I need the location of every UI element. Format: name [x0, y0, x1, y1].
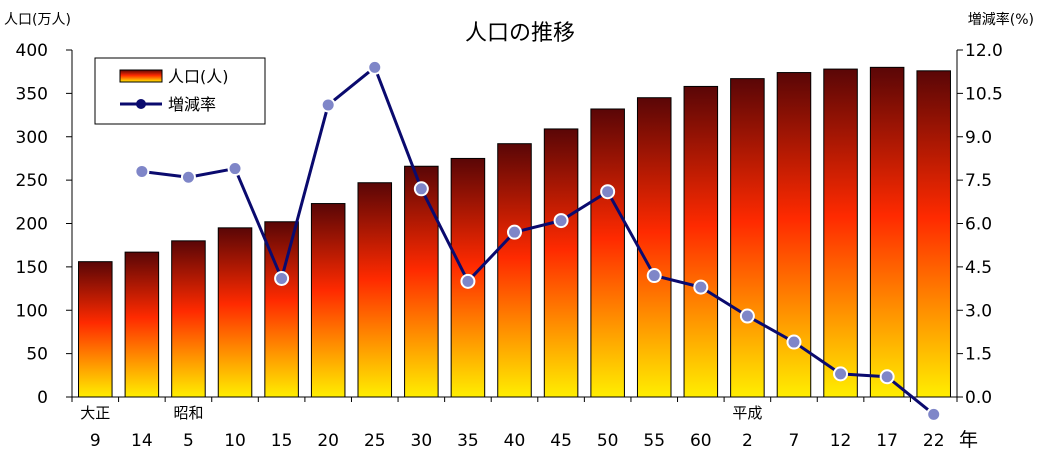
x-tick-label: 40 — [504, 431, 526, 451]
growth-rate-marker — [833, 366, 849, 382]
growth-rate-marker — [879, 369, 895, 385]
bar-series — [78, 66, 951, 398]
legend: 人口(人) 増減率 — [94, 57, 266, 125]
right-tick-label: 10.5 — [965, 84, 1003, 104]
x-tick-label: 14 — [131, 431, 153, 451]
x-tick-label: 10 — [224, 431, 246, 451]
population-bar — [823, 68, 858, 398]
left-tick-label: 0 — [37, 388, 48, 408]
chart-title: 人口の推移 — [465, 21, 575, 46]
right-tick-label: 12.0 — [965, 41, 1003, 61]
right-axis-label: 増減率(%) — [968, 11, 1034, 28]
left-tick-label: 50 — [26, 345, 48, 365]
x-tick-label: 50 — [597, 431, 619, 451]
x-tick-label: 25 — [364, 431, 386, 451]
population-bar — [357, 182, 393, 398]
legend-bar-swatch — [119, 69, 163, 83]
population-bar — [78, 261, 113, 398]
growth-rate-line — [141, 65, 935, 416]
population-bar — [404, 165, 439, 398]
x-tick-label: 17 — [876, 431, 898, 451]
population-bar — [171, 240, 206, 398]
right-tick-label: 0.0 — [965, 388, 992, 408]
left-tick-label: 100 — [16, 301, 48, 321]
population-bar — [543, 128, 579, 398]
era-label: 平成 — [732, 404, 762, 422]
tick-labels: 0501001502002503003504000.01.53.04.56.07… — [16, 41, 1003, 451]
growth-rate-marker — [600, 184, 616, 200]
left-tick-label: 250 — [16, 171, 48, 191]
left-tick-label: 200 — [16, 215, 48, 235]
growth-rate-marker — [274, 270, 290, 286]
growth-rate-marker — [134, 163, 150, 179]
x-axis-unit-label: 年 — [959, 429, 978, 451]
growth-rate-marker — [553, 213, 569, 229]
era-label: 大正 — [80, 404, 110, 422]
legend-bar-label: 人口(人) — [168, 67, 229, 86]
x-tick-label: 15 — [271, 431, 293, 451]
x-tick-label: 60 — [690, 431, 712, 451]
x-tick-label: 2 — [742, 431, 753, 451]
population-bar — [636, 97, 672, 398]
era-label: 昭和 — [173, 404, 203, 422]
growth-rate-marker — [786, 334, 802, 350]
left-tick-label: 400 — [16, 41, 48, 61]
growth-rate-marker — [507, 224, 522, 240]
x-tick-label: 22 — [923, 431, 945, 451]
population-bar — [869, 66, 905, 398]
growth-rate-marker — [413, 181, 429, 197]
x-tick-label: 20 — [317, 431, 339, 451]
legend-line-marker — [136, 99, 146, 109]
right-tick-label: 4.5 — [965, 258, 992, 278]
x-tick-label: 35 — [457, 431, 479, 451]
right-tick-label: 9.0 — [965, 128, 992, 148]
legend-box — [94, 57, 266, 125]
growth-rate-marker — [367, 59, 383, 75]
right-tick-label: 1.5 — [965, 345, 992, 365]
growth-rate-marker — [646, 268, 662, 284]
x-tick-label: 30 — [411, 431, 433, 451]
growth-rate-marker — [320, 97, 336, 113]
left-axis-label: 人口(万人) — [4, 12, 71, 28]
population-bar — [590, 108, 625, 398]
population-bar — [497, 143, 532, 398]
growth-rate-series — [134, 59, 942, 422]
x-tick-label: 12 — [830, 431, 852, 451]
population-bar — [916, 70, 951, 398]
growth-rate-marker — [460, 273, 476, 289]
x-tick-label: 5 — [183, 431, 194, 451]
left-tick-label: 300 — [16, 128, 48, 148]
growth-rate-marker — [926, 406, 942, 422]
growth-rate-marker — [180, 169, 196, 185]
x-tick-label: 9 — [90, 431, 101, 451]
x-tick-label: 55 — [643, 431, 665, 451]
population-bar — [683, 85, 719, 398]
right-tick-label: 3.0 — [965, 301, 992, 321]
left-tick-label: 150 — [16, 258, 48, 278]
population-bar — [776, 72, 812, 398]
growth-rate-marker — [739, 308, 755, 324]
population-bar — [217, 227, 253, 398]
left-tick-label: 350 — [16, 84, 48, 104]
legend-line-label: 増減率 — [168, 95, 216, 114]
population-bar — [730, 78, 765, 398]
x-tick-label: 45 — [550, 431, 572, 451]
growth-rate-marker — [693, 279, 709, 295]
growth-rate-marker — [227, 161, 243, 177]
x-tick-label: 7 — [789, 431, 800, 451]
right-tick-label: 7.5 — [965, 171, 992, 191]
right-tick-label: 6.0 — [965, 215, 992, 235]
population-bar — [124, 251, 160, 398]
population-bar — [310, 203, 346, 398]
